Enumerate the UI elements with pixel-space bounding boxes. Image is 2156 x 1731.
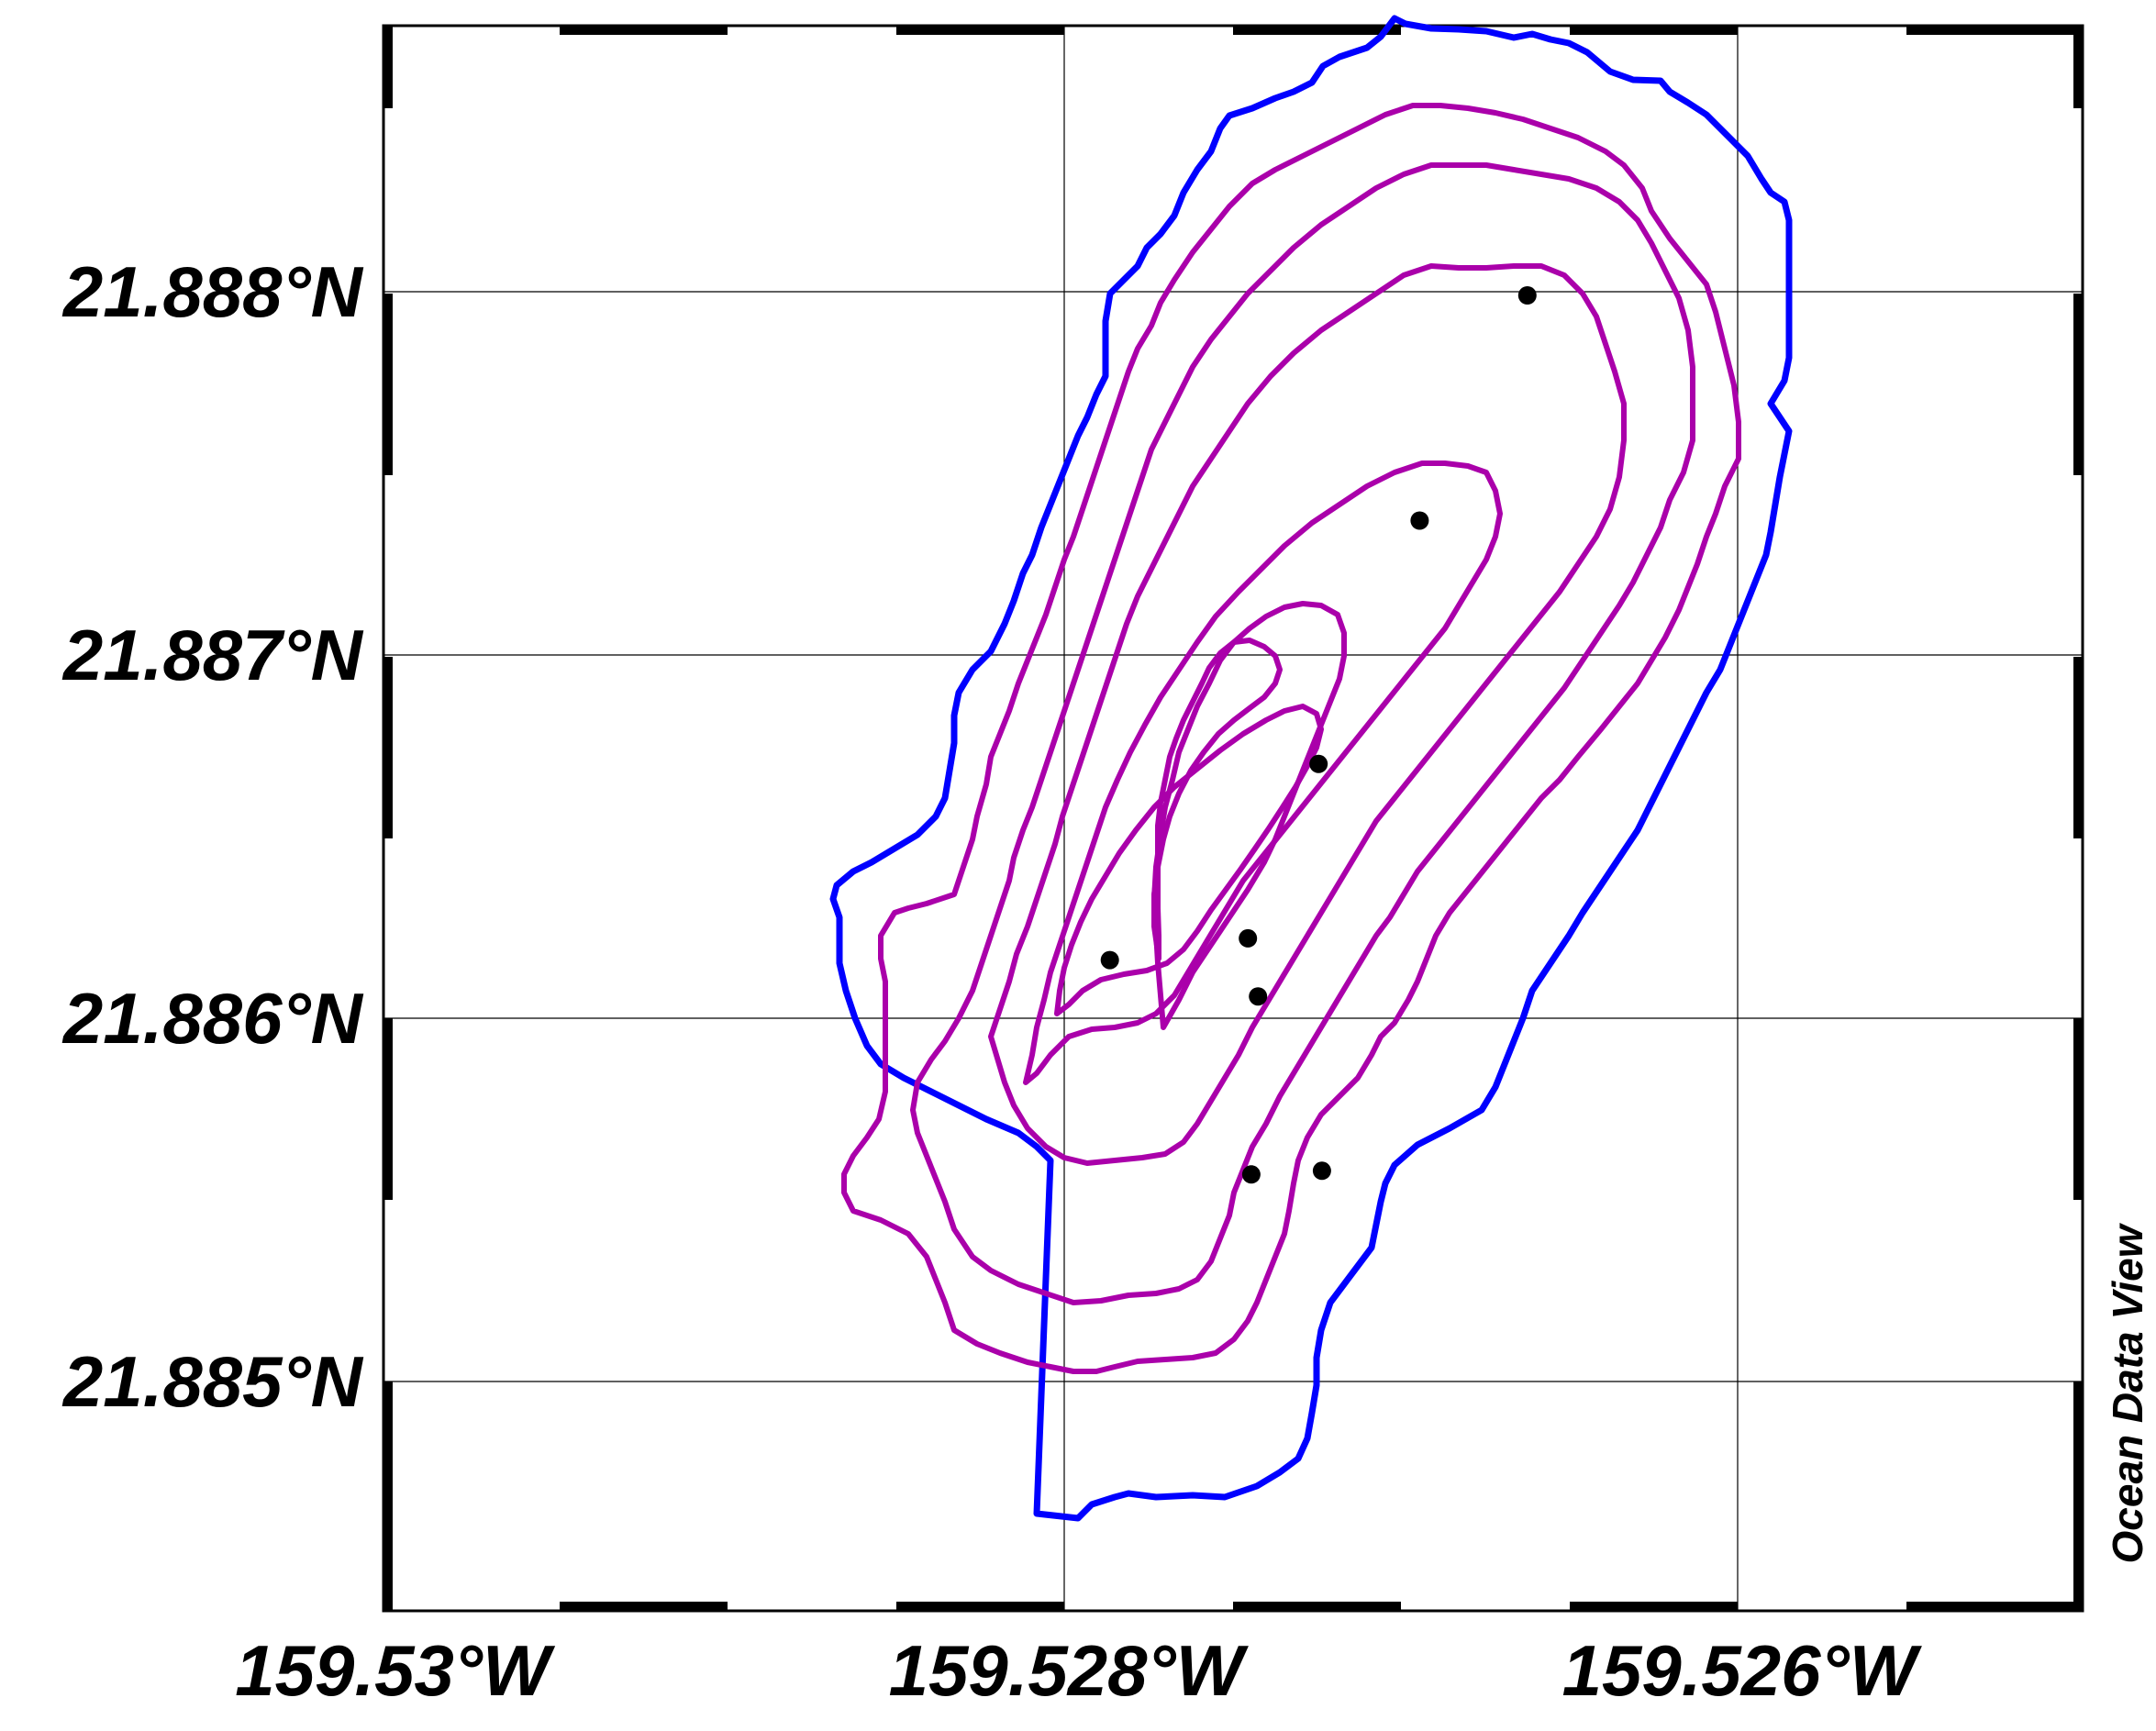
contour-7 <box>1151 601 1347 1030</box>
station-marker-7 <box>1241 1165 1261 1184</box>
depth-contours <box>829 15 1793 1522</box>
station-markers <box>1100 286 1537 1184</box>
station-marker-4 <box>1239 928 1258 948</box>
contour-1 <box>841 103 1741 1374</box>
station-marker-3 <box>1309 754 1328 773</box>
contour-2 <box>910 162 1695 1305</box>
ocean-data-view-credit: Ocean Data View <box>2104 1222 2151 1563</box>
outer-contour <box>829 15 1793 1522</box>
lon-tick-label-159-526: 159.526°W <box>1562 1630 1923 1711</box>
lat-tick-label-21-887: 21.887°N <box>61 615 364 695</box>
grid-lines <box>383 26 2083 1611</box>
contour-4 <box>1023 460 1503 1085</box>
plot-frame <box>382 24 2084 1613</box>
frame-checker-bottom <box>560 1602 2074 1611</box>
contour-3 <box>988 263 1627 1166</box>
lon-tick-label-159-528: 159.528°W <box>889 1630 1250 1711</box>
lat-tick-label-21-886: 21.886°N <box>61 978 364 1059</box>
frame-checker-left <box>383 26 393 1611</box>
station-marker-5 <box>1249 987 1268 1006</box>
frame-checker-top <box>560 26 2074 35</box>
station-marker-6 <box>1100 950 1119 970</box>
lat-tick-label-21-885: 21.885°N <box>61 1341 364 1422</box>
frame-checker-right <box>2073 26 2083 1611</box>
station-marker-2 <box>1410 511 1429 530</box>
station-marker-1 <box>1517 286 1537 305</box>
contour-6 <box>1151 638 1283 961</box>
lat-tick-label-21-888: 21.888°N <box>61 251 364 332</box>
station-marker-8 <box>1312 1161 1331 1181</box>
lon-tick-label-159-53: 159.53°W <box>235 1630 556 1711</box>
